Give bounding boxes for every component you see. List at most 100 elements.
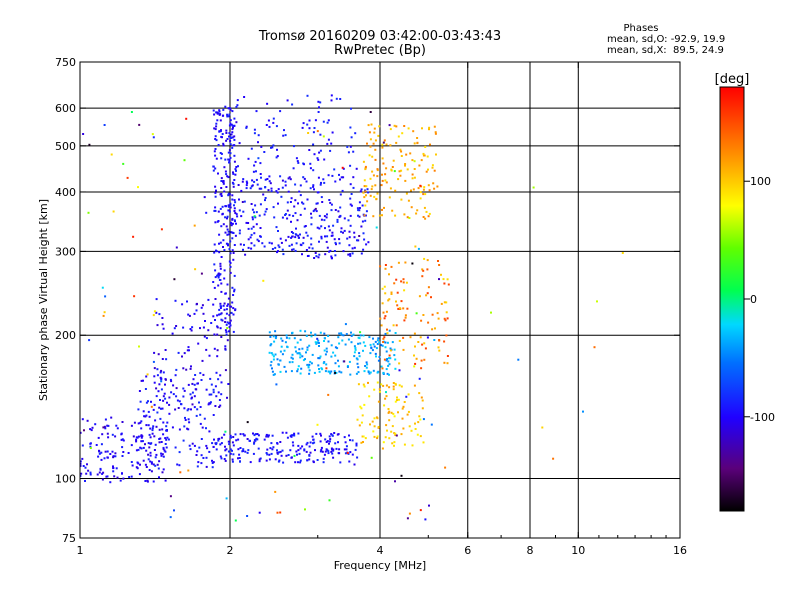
data-point — [213, 263, 216, 266]
data-point — [234, 212, 237, 214]
data-point — [446, 362, 449, 365]
data-point — [382, 337, 385, 340]
data-point — [422, 216, 425, 218]
data-point — [103, 425, 106, 428]
data-point — [295, 227, 297, 230]
data-point — [316, 157, 319, 160]
data-point — [233, 274, 236, 277]
data-point — [378, 125, 381, 128]
data-point — [334, 362, 337, 365]
data-point — [257, 447, 260, 450]
data-point — [393, 415, 396, 418]
data-point — [151, 427, 154, 430]
data-point — [227, 450, 230, 453]
data-point — [225, 225, 228, 228]
data-point — [189, 448, 192, 451]
data-point — [267, 435, 270, 438]
data-point — [390, 169, 393, 172]
data-point — [264, 210, 267, 213]
data-point — [297, 234, 300, 237]
data-point — [229, 156, 232, 159]
data-point — [299, 459, 302, 462]
data-point — [593, 346, 596, 349]
data-point — [201, 304, 204, 307]
data-point — [284, 239, 287, 242]
data-point — [205, 465, 208, 468]
data-point — [267, 119, 270, 122]
data-point — [81, 444, 84, 447]
data-point — [153, 310, 156, 313]
data-point — [182, 387, 185, 390]
data-point — [305, 249, 308, 251]
data-point — [357, 371, 360, 374]
data-point — [373, 195, 376, 198]
data-point — [297, 432, 300, 435]
data-point — [214, 154, 217, 157]
data-point — [291, 434, 294, 437]
data-point — [308, 149, 311, 151]
data-point — [317, 256, 320, 259]
data-point — [275, 226, 278, 229]
y-axis-label: Stationary phase Virtual Height [km] — [37, 199, 50, 401]
data-point — [182, 439, 185, 442]
data-point — [220, 305, 223, 308]
data-point — [232, 182, 235, 185]
data-point — [282, 134, 285, 137]
data-point — [394, 189, 397, 192]
data-point — [285, 454, 288, 457]
data-point — [230, 133, 233, 136]
data-point — [205, 444, 208, 447]
data-point — [246, 421, 249, 424]
data-point — [227, 151, 230, 154]
data-point — [406, 517, 409, 520]
data-point — [381, 344, 384, 347]
data-point — [296, 341, 299, 344]
data-point — [337, 365, 340, 368]
data-point — [371, 420, 374, 423]
data-point — [233, 124, 236, 127]
data-point — [201, 426, 204, 429]
data-point — [226, 215, 229, 218]
data-point — [294, 183, 297, 186]
data-point — [331, 131, 334, 134]
data-point — [328, 499, 331, 502]
data-point — [292, 248, 295, 251]
data-point — [424, 217, 427, 220]
data-point — [242, 433, 245, 436]
data-point — [233, 244, 236, 246]
data-point — [274, 246, 277, 249]
data-point — [339, 206, 342, 209]
data-point — [367, 371, 370, 373]
y-tick-label: 750 — [55, 56, 76, 69]
data-point — [320, 181, 322, 184]
data-point — [200, 454, 203, 457]
data-point — [209, 402, 212, 405]
data-point — [327, 174, 330, 177]
data-point — [424, 347, 427, 350]
data-point — [324, 227, 326, 230]
data-point — [402, 427, 405, 430]
data-point — [403, 213, 406, 216]
data-point — [290, 456, 293, 459]
grid-lines — [80, 62, 680, 538]
data-point — [206, 447, 209, 450]
data-point — [157, 467, 160, 470]
data-point — [334, 354, 337, 357]
data-point — [388, 386, 391, 389]
data-point — [392, 324, 395, 327]
data-point — [303, 449, 306, 452]
data-point — [232, 313, 235, 316]
data-point — [332, 456, 335, 459]
data-point — [259, 227, 262, 229]
data-point — [314, 341, 317, 344]
data-point — [222, 223, 225, 226]
data-point — [228, 248, 231, 251]
data-point — [392, 412, 395, 415]
data-point — [162, 327, 165, 330]
data-point — [224, 170, 227, 173]
data-point — [375, 355, 377, 358]
data-point — [152, 136, 155, 139]
data-point — [218, 279, 221, 281]
data-point — [195, 309, 198, 312]
data-point — [359, 331, 362, 334]
